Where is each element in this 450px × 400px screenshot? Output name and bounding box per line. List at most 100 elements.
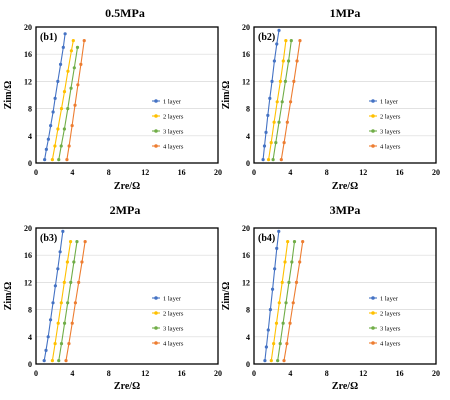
- chart-title: 2MPa: [110, 203, 141, 217]
- data-point: [281, 59, 285, 63]
- series-3: [57, 240, 79, 363]
- data-point: [281, 321, 285, 325]
- series-2: [266, 39, 288, 162]
- x-tick-label-8: 8: [325, 369, 329, 378]
- series-4: [282, 240, 305, 363]
- data-point: [268, 308, 272, 312]
- data-point: [70, 124, 74, 128]
- data-point: [266, 113, 270, 117]
- data-point: [278, 342, 282, 346]
- legend-swatch-marker-1: [371, 99, 375, 103]
- y-tick-label-0: 0: [28, 159, 32, 168]
- data-point: [48, 318, 53, 322]
- data-point: [69, 86, 73, 90]
- data-point: [59, 301, 63, 305]
- x-tick-label-0: 0: [252, 168, 256, 177]
- data-point: [53, 96, 57, 100]
- data-point: [69, 49, 73, 53]
- y-tick-label-12: 12: [24, 77, 32, 86]
- data-point: [266, 328, 270, 332]
- data-point: [272, 120, 276, 124]
- x-tick-label-8: 8: [325, 168, 329, 177]
- series-1: [42, 229, 65, 363]
- data-point: [277, 301, 281, 305]
- data-point: [75, 240, 79, 244]
- x-tick-label-20: 20: [432, 168, 440, 177]
- data-point: [274, 321, 279, 325]
- y-tick-label-20: 20: [24, 23, 32, 32]
- data-point: [70, 321, 74, 325]
- data-point: [291, 301, 295, 305]
- data-point: [286, 240, 290, 244]
- legend-label-4: 4 layers: [163, 340, 184, 347]
- data-point: [279, 158, 283, 162]
- data-point: [266, 158, 271, 162]
- panel-label: (b3): [40, 233, 57, 244]
- legend-label-3: 3 layers: [163, 128, 184, 135]
- data-point: [274, 141, 278, 145]
- x-tick-label-4: 4: [70, 369, 74, 378]
- data-point: [83, 240, 87, 244]
- data-point: [298, 39, 302, 43]
- data-point: [277, 229, 281, 233]
- data-point: [278, 79, 282, 83]
- y-axis-label: Zim/Ω: [3, 81, 14, 110]
- plot-frame: [253, 227, 437, 365]
- data-point: [269, 359, 273, 363]
- y-tick-label-20: 20: [242, 224, 250, 233]
- legend-label-1: 1 layer: [163, 295, 182, 302]
- legend-swatch-marker-4: [154, 341, 158, 345]
- x-tick-label-12: 12: [141, 168, 149, 177]
- data-point: [294, 280, 299, 284]
- y-axis-label: Zim/Ω: [221, 282, 232, 311]
- x-axis-label: Zre/Ω: [114, 381, 140, 392]
- data-point: [66, 107, 70, 111]
- data-point: [275, 246, 279, 250]
- data-point: [301, 240, 305, 244]
- y-tick-label-8: 8: [246, 105, 250, 114]
- data-point: [65, 158, 69, 162]
- data-point: [50, 158, 54, 162]
- x-tick-label-12: 12: [359, 168, 367, 177]
- data-point: [292, 240, 297, 244]
- data-point: [63, 32, 67, 36]
- y-tick-label-4: 4: [28, 132, 32, 141]
- legend-swatch-marker-2: [371, 114, 375, 118]
- x-tick-label-16: 16: [178, 168, 186, 177]
- data-point: [275, 42, 279, 46]
- y-tick-label-0: 0: [246, 360, 250, 369]
- data-point: [46, 137, 50, 141]
- data-point: [282, 141, 286, 145]
- data-point: [261, 158, 265, 162]
- plot-frame: [35, 26, 219, 164]
- data-point: [272, 59, 276, 63]
- x-tick-label-16: 16: [396, 369, 404, 378]
- x-tick-label-8: 8: [107, 369, 111, 378]
- data-point: [283, 260, 287, 264]
- legend-label-2: 2 layers: [380, 113, 401, 120]
- data-point: [275, 100, 279, 104]
- data-point: [284, 39, 288, 43]
- data-point: [75, 45, 80, 50]
- data-point: [73, 301, 78, 305]
- legend-swatch-marker-2: [154, 311, 158, 315]
- series-2: [269, 240, 290, 363]
- x-axis-label: Zre/Ω: [332, 181, 358, 192]
- y-tick-label-0: 0: [246, 159, 250, 168]
- data-point: [277, 28, 281, 32]
- data-point: [42, 359, 46, 363]
- legend: 1 layer 2 layers 3 layers 4 layers: [369, 98, 401, 150]
- y-tick-label-12: 12: [242, 77, 250, 86]
- data-point: [56, 79, 60, 83]
- y-tick-label-4: 4: [246, 333, 250, 342]
- legend-swatch-marker-4: [371, 144, 375, 148]
- data-point: [56, 321, 60, 325]
- data-point: [66, 301, 70, 305]
- data-point: [285, 120, 289, 124]
- legend-label-4: 4 layers: [380, 143, 401, 150]
- data-point: [72, 260, 76, 264]
- data-point: [82, 39, 86, 43]
- legend-label-2: 2 layers: [163, 310, 184, 317]
- x-tick-label-4: 4: [288, 168, 292, 177]
- x-tick-label-12: 12: [141, 369, 149, 378]
